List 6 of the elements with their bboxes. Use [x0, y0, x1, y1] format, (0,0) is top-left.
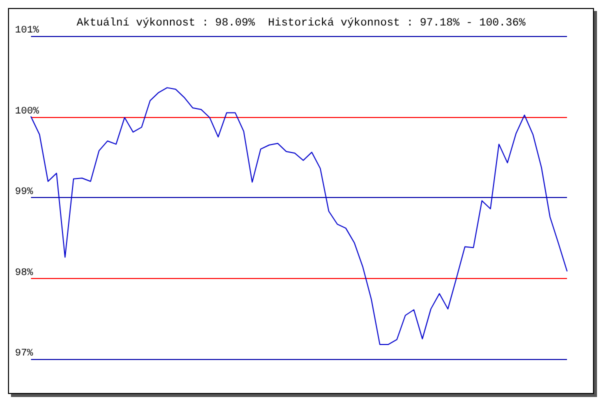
chart-title: Aktuální výkonnost : 98.09% Historická výkonnost : 97.18% - 100.36% — [76, 18, 526, 30]
y-tick-label: 99% — [15, 187, 34, 198]
y-tick-label: 97% — [15, 348, 34, 360]
y-tick-label: 101% — [15, 26, 40, 36]
y-tick-label: 100% — [15, 106, 40, 118]
y-tick-label: 98% — [15, 268, 34, 279]
